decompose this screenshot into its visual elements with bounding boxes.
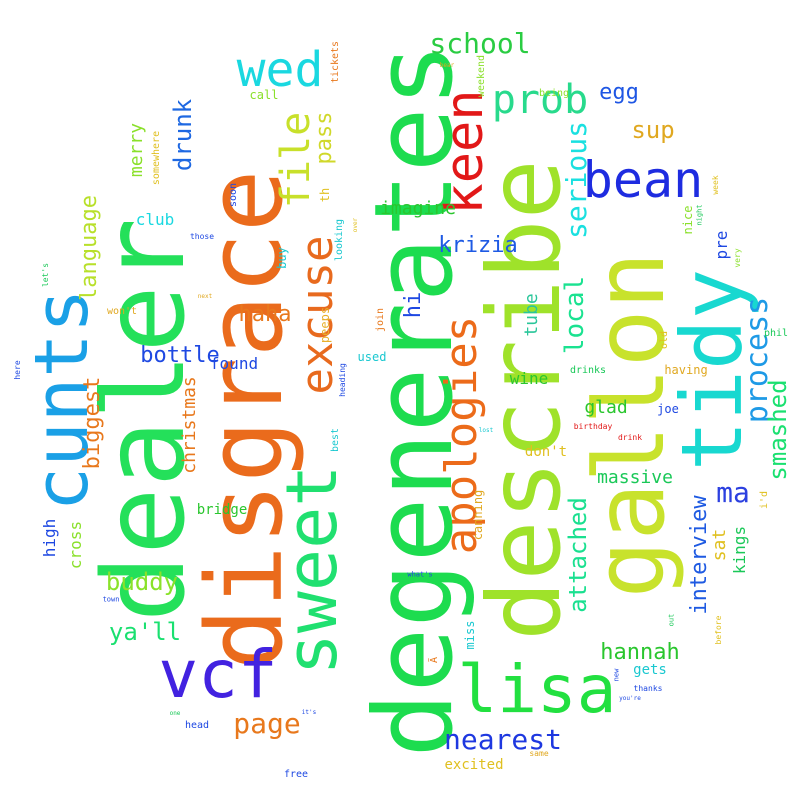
word-buy: buy [275, 247, 289, 269]
word-prob: prob [491, 77, 589, 123]
word-call: call [249, 88, 279, 102]
word-pass: pass [312, 111, 337, 165]
word-sweet: sweet [271, 464, 353, 676]
word-thanks: thanks [633, 684, 663, 693]
word-bear: bear [439, 62, 455, 69]
word-found: found [209, 354, 259, 373]
word-before: before [714, 615, 723, 645]
word-attached: attached [564, 497, 592, 613]
word-heading: heading [338, 363, 347, 397]
word-excited: excited [444, 757, 504, 773]
word-out: out [667, 613, 676, 627]
word-week: week [711, 175, 720, 195]
word-peeps: peeps [318, 306, 332, 344]
word-nice: nice [681, 205, 695, 235]
word-looking: looking [334, 218, 345, 262]
word-same: same [529, 749, 549, 758]
word-wed: wed [236, 42, 324, 98]
word-kings: kings [730, 525, 749, 575]
word-being: being [538, 88, 570, 99]
word-wont: won't [106, 306, 138, 317]
word-file: file [273, 111, 319, 209]
word-somewhere: somewhere [151, 130, 162, 186]
word-a-tilde: Ã [429, 656, 440, 664]
word-bottle: bottle [140, 343, 220, 368]
word-biggest: biggest [80, 376, 105, 470]
word-language: language [77, 195, 102, 301]
word-interview: interview [687, 495, 712, 615]
word-id: i'd [759, 490, 770, 510]
word-smashed: smashed [764, 379, 792, 481]
word-krizia: krizia [438, 233, 518, 258]
word-drunk: drunk [169, 98, 197, 172]
word-its: it's [301, 709, 317, 716]
word-ma: ma [716, 476, 750, 509]
word-school: school [429, 27, 531, 60]
word-dont: don't [524, 444, 568, 460]
word-merry: merry [126, 122, 147, 178]
word-weekend: weekend [476, 54, 487, 98]
word-lisa: lisa [457, 651, 617, 728]
word-christmas: christmas [179, 376, 200, 474]
word-imagine: imagine [380, 198, 456, 219]
word-free: free [283, 769, 309, 780]
word-nearest: nearest [443, 723, 563, 756]
word-sup: sup [631, 116, 675, 144]
word-egg: egg [599, 80, 639, 105]
word-lost: lost [478, 427, 494, 434]
word-bean: bean [582, 151, 704, 209]
word-drinks: drinks [569, 365, 607, 376]
word-those: those [189, 232, 215, 241]
word-soon: soon [228, 182, 239, 208]
word-massive: massive [597, 467, 673, 488]
word-over: over [352, 217, 359, 233]
word-high: high [40, 518, 59, 558]
word-hannah: hannah [600, 640, 680, 665]
word-wine: wine [509, 369, 549, 388]
word-local: local [560, 275, 590, 355]
word-buddy: buddy [105, 568, 179, 596]
word-here: here [13, 360, 22, 380]
word-glad: glad [584, 397, 628, 418]
word-next: next [197, 293, 213, 300]
word-join: join [375, 307, 386, 333]
word-tickets: tickets [330, 40, 341, 84]
word-th: th [318, 187, 332, 203]
word-lets: let's [41, 262, 50, 288]
word-birthday: birthday [573, 422, 613, 431]
word-bridge: bridge [196, 502, 248, 518]
word-best: best [330, 427, 341, 453]
word-club: club [135, 210, 175, 229]
word-pre: pre [712, 230, 731, 260]
word-whats: what's [407, 570, 433, 579]
word-cross: cross [66, 520, 85, 570]
word-one: one [169, 710, 181, 717]
word-phil: phil [763, 328, 789, 339]
word-canning: canning [471, 489, 485, 541]
word-town: town [102, 595, 120, 604]
word-very: very [733, 248, 742, 268]
word-hi: hi [401, 291, 426, 319]
word-head: head [184, 720, 210, 731]
word-vcf: vcf [158, 636, 278, 713]
word-page: page [233, 707, 301, 740]
word-yall: ya'll [108, 618, 182, 646]
word-gets: gets [633, 662, 667, 678]
word-tube: tube [521, 293, 542, 337]
word-joe: joe [657, 402, 679, 416]
word-drink: drink [617, 433, 643, 442]
word-miss: miss [463, 620, 477, 650]
word-old: old [659, 330, 670, 350]
word-sat: sat [709, 528, 730, 562]
word-keen: keen [435, 89, 495, 215]
word-youre: you're [619, 695, 641, 702]
word-haha: haha [238, 302, 292, 327]
word-used: used [357, 350, 387, 364]
word-having: having [664, 363, 708, 377]
